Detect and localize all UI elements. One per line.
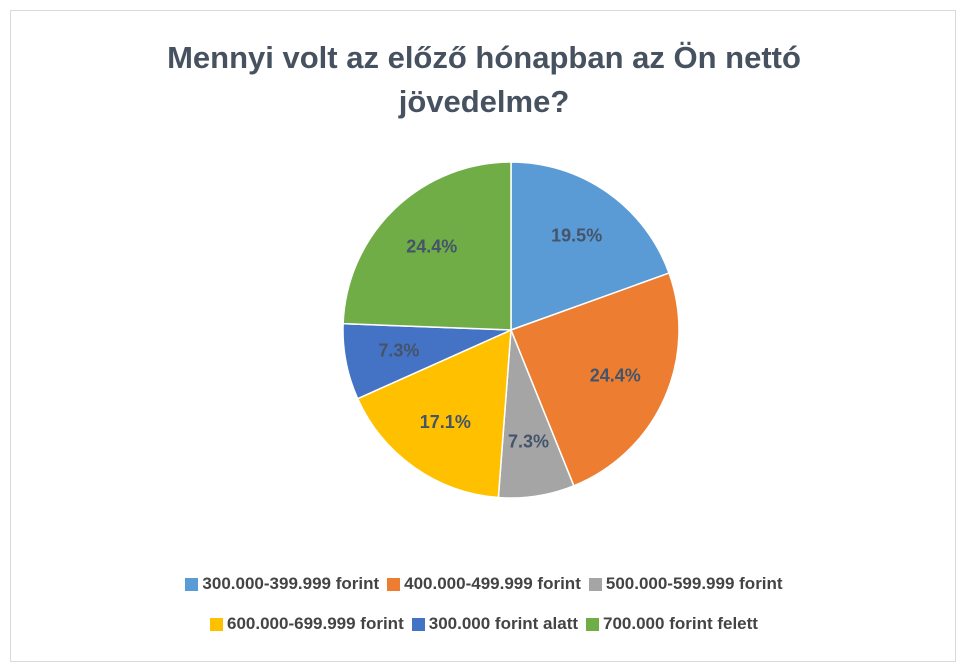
legend-swatch bbox=[411, 617, 425, 631]
legend-label: 400.000-499.999 forint bbox=[404, 574, 581, 593]
legend: 300.000-399.999 forint 400.000-499.999 fo… bbox=[104, 574, 864, 634]
legend-item: 400.000-499.999 forint bbox=[387, 574, 581, 594]
pie-slice bbox=[342, 161, 512, 331]
legend-label: 300.000 forint alatt bbox=[428, 614, 579, 633]
legend-label: 300.000-399.999 forint bbox=[202, 574, 380, 593]
data-label: 7.3% bbox=[378, 341, 419, 361]
data-label: 7.3% bbox=[508, 432, 549, 452]
legend-item: 700.000 forint felett bbox=[586, 614, 758, 634]
chart-title: Mennyi volt az előző hónapban az Ön nett… bbox=[167, 40, 801, 119]
legend-swatch bbox=[210, 617, 224, 631]
legend-swatch bbox=[387, 577, 401, 591]
legend-item: 500.000-599.999 forint bbox=[588, 574, 783, 594]
legend-label: 500.000-599.999 forint bbox=[605, 574, 783, 593]
legend-item: 300.000-399.999 forint bbox=[185, 574, 379, 594]
legend-swatch bbox=[185, 577, 199, 591]
data-label: 24.4% bbox=[590, 365, 641, 385]
pie-slice bbox=[356, 328, 512, 499]
pie-slice bbox=[510, 161, 671, 332]
legend-label: 600.000-699.999 forint bbox=[227, 614, 404, 633]
data-label: 24.4% bbox=[406, 236, 457, 256]
legend-swatch bbox=[588, 577, 602, 591]
legend-label: 700.000 forint felett bbox=[603, 614, 758, 633]
legend-item: 300.000 forint alatt bbox=[411, 614, 579, 634]
legend-swatch bbox=[586, 617, 600, 631]
legend-item: 600.000-699.999 forint bbox=[210, 614, 404, 634]
data-label: 19.5% bbox=[551, 225, 602, 245]
data-label: 17.1% bbox=[420, 412, 471, 432]
